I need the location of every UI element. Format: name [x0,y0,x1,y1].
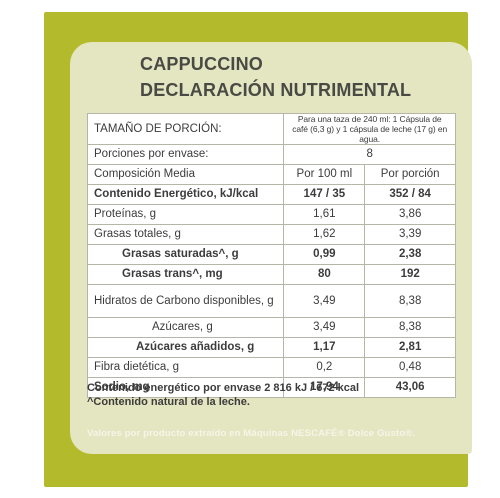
value-per100: 1,61 [283,204,366,225]
serving-value: Para una taza de 240 ml: 1 Cápsula de ca… [283,113,456,145]
nutrient-label: Fibra dietética, g [86,357,285,378]
value-per-portion: 2,81 [364,337,456,358]
nutrient-label: Azúcares, g [86,317,285,338]
value-per100: 17,94 [283,377,366,398]
product-title: CAPPUCCINO [140,54,264,74]
table-row: Azúcares añadidos, g 1,17 2,81 [86,337,456,358]
nutrient-label: Hidratos de Carbono disponibles, g [86,284,285,318]
machine-values-note: Valores por producto extraído en Máquina… [87,428,416,439]
portions-label: Porciones por envase: [86,144,285,165]
value-per100: 0,2 [283,357,366,378]
nutrient-label: Grasas saturadas^, g [86,244,285,265]
table-row-columns: Composición Media Por 100 ml Por porción [86,164,456,185]
value-per100: 3,49 [283,317,366,338]
column-header-per100: Por 100 ml [283,164,366,185]
table-row: Hidratos de Carbono disponibles, g 3,49 … [86,284,456,318]
footnote-block: Contenido energético por envase 2 816 kJ… [87,381,456,409]
value-per100: 147 / 35 [283,184,366,205]
value-per100: 1,62 [283,224,366,245]
value-per-portion: 8,38 [364,317,456,338]
nutrient-label: Proteínas, g [86,204,285,225]
value-per-portion: 2,38 [364,244,456,265]
value-per100: 3,49 [283,284,366,318]
composition-label: Composición Media [86,164,285,185]
value-per-portion: 192 [364,264,456,285]
table-row: Azúcares, g 3,49 8,38 [86,317,456,338]
nutrient-label: Azúcares añadidos, g [86,337,285,358]
value-per-portion: 3,86 [364,204,456,225]
table-row: Grasas trans^, mg 80 192 [86,264,456,285]
table-row-portions: Porciones por envase: 8 [86,144,456,165]
table-row: Sodio, mg 17,94 43,06 [86,377,456,398]
nutrient-label: Contenido Energético, kJ/kcal [86,184,285,205]
table-row: Fibra dietética, g 0,2 0,48 [86,357,456,378]
panel-heading: DECLARACIÓN NUTRIMENTAL [140,80,412,100]
value-per-portion: 3,39 [364,224,456,245]
value-per100: 80 [283,264,366,285]
value-per-portion: 8,38 [364,284,456,318]
nutrient-label: Sodio, mg [86,377,285,398]
table-row: Proteínas, g 1,61 3,86 [86,204,456,225]
value-per100: 0,99 [283,244,366,265]
column-header-per-portion: Por porción [364,164,456,185]
serving-label: TAMAÑO DE PORCIÓN: [86,113,285,145]
nutrition-table: TAMAÑO DE PORCIÓN: Para una taza de 240 … [86,113,456,398]
value-per-portion: 0,48 [364,357,456,378]
nutrient-label: Grasas totales, g [86,224,285,245]
table-row: Grasas totales, g 1,62 3,39 [86,224,456,245]
portions-value: 8 [283,144,456,165]
value-per-portion: 352 / 84 [364,184,456,205]
value-per100: 1,17 [283,337,366,358]
nutrient-label: Grasas trans^, mg [86,264,285,285]
value-per-portion: 43,06 [364,377,456,398]
natural-content-note: ^Contenido natural de la leche. [87,396,250,408]
table-row: Contenido Energético, kJ/kcal 147 / 35 3… [86,184,456,205]
table-row-serving: TAMAÑO DE PORCIÓN: Para una taza de 240 … [86,113,456,145]
table-row: Grasas saturadas^, g 0,99 2,38 [86,244,456,265]
energy-per-pack-note: Contenido energético por envase 2 816 kJ… [87,382,360,394]
